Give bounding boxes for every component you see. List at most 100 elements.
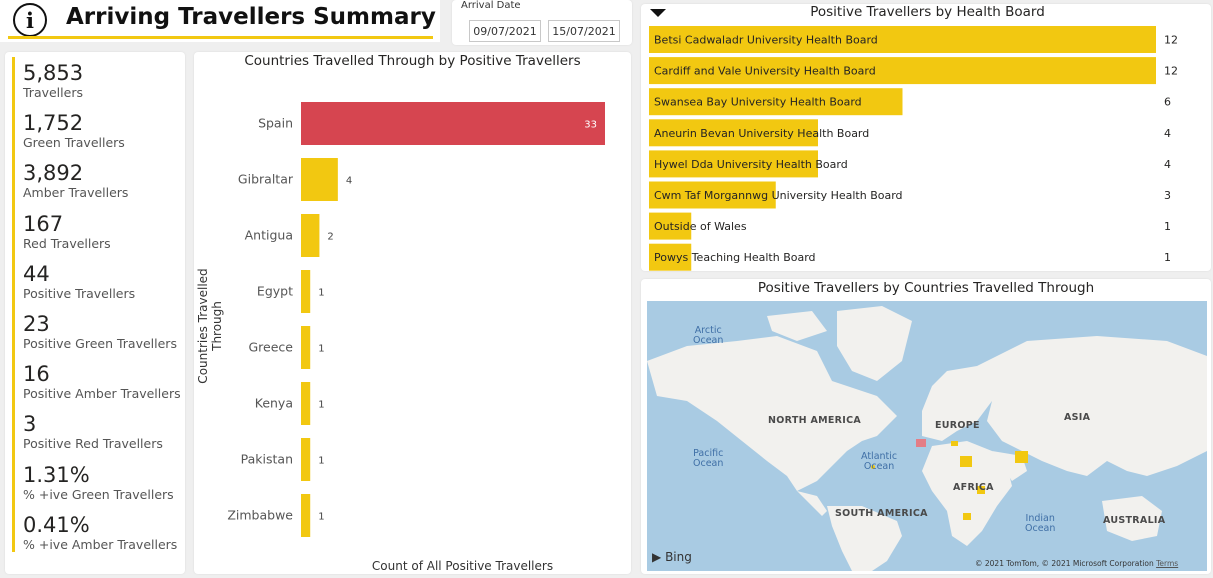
map-label-atlantic: Atlantic Ocean — [861, 451, 898, 472]
map-country-zimbabwe[interactable] — [963, 513, 971, 520]
health-board-chart-title: Positive Travellers by Health Board — [810, 4, 1045, 20]
country-bar[interactable] — [301, 102, 605, 145]
map-country-greece[interactable] — [951, 441, 958, 446]
country-data-label: 2 — [327, 232, 333, 243]
kpi-label: Positive Travellers — [23, 285, 136, 301]
header — [0, 0, 440, 42]
health-board-value: 1 — [1164, 251, 1171, 264]
country-data-label: 4 — [346, 176, 352, 187]
country-tick-label: Spain — [258, 116, 293, 131]
countries-bar-chart: Spain 33 Gibraltar 4 Antigua 2 Egypt 1 Greece 1 Ke… — [227, 102, 605, 537]
info-icon[interactable]: i — [13, 3, 47, 37]
kpi-value: 44 — [23, 261, 50, 286]
health-board-bar[interactable] — [649, 212, 692, 240]
kpi-value: 3 — [23, 412, 37, 437]
kpi-label: Positive Red Travellers — [23, 436, 163, 452]
kpi-value: 1,752 — [23, 111, 84, 136]
country-bar[interactable] — [301, 214, 320, 257]
kpi-item: 5,853 Travellers — [23, 61, 83, 100]
country-bar[interactable] — [301, 326, 311, 369]
kpi-value: 1.31% — [23, 462, 90, 487]
kpi-label: Positive Green Travellers — [23, 336, 177, 351]
kpi-item: 167 Red Travellers — [23, 212, 111, 251]
page-title: Arriving Travellers Summary — [66, 4, 436, 30]
health-board-bar[interactable] — [649, 88, 903, 116]
kpi-value: 167 — [23, 211, 64, 236]
health-board-value: 1 — [1164, 220, 1171, 233]
kpi-label: % +ive Green Travellers — [23, 486, 174, 502]
kpi-item: 3 Positive Red Travellers — [23, 412, 163, 451]
health-board-value: 12 — [1164, 65, 1178, 78]
health-board-label: Powys Teaching Health Board — [654, 251, 816, 264]
country-bar[interactable] — [301, 438, 311, 481]
map-country-kenya[interactable] — [977, 486, 985, 494]
bing-icon: ▶ — [652, 550, 662, 564]
country-data-label: 1 — [318, 344, 324, 355]
kpi-item: 44 Positive Travellers — [23, 262, 135, 301]
health-board-bar[interactable] — [649, 181, 776, 209]
country-tick-label: Greece — [249, 340, 294, 355]
kpi-item: 1.31%% +ive Green Travellers — [23, 463, 174, 502]
health-board-value: 3 — [1164, 189, 1171, 202]
health-board-value: 6 — [1164, 96, 1171, 109]
country-data-label: 1 — [318, 400, 324, 411]
health-board-bar[interactable] — [649, 150, 818, 178]
country-data-label: 1 — [318, 288, 324, 299]
attribution-text: © 2021 TomTom, © 2021 Microsoft Corporat… — [975, 559, 1154, 568]
kpi-label: % +ive Amber Travellers — [23, 536, 178, 552]
country-bar[interactable] — [301, 270, 311, 313]
country-tick-label: Kenya — [255, 396, 293, 411]
country-tick-label: Zimbabwe — [227, 508, 293, 523]
country-data-label: 1 — [318, 456, 324, 467]
map-country-pakistan[interactable] — [1015, 451, 1028, 463]
map-country-egypt[interactable] — [960, 456, 972, 467]
map-country-antigua[interactable] — [871, 465, 875, 469]
country-bar[interactable] — [301, 382, 311, 425]
kpi-label: Travellers — [23, 85, 83, 100]
kpi-item: 23 Positive Green Travellers — [23, 312, 177, 351]
map-land-shapes — [647, 306, 1207, 571]
health-board-bar[interactable] — [649, 26, 1156, 53]
country-tick-label: Antigua — [245, 228, 293, 243]
country-tick-label: Egypt — [257, 284, 293, 299]
kpi-value: 23 — [23, 312, 50, 336]
terms-link[interactable]: Terms — [1156, 559, 1179, 568]
kpi-value: 16 — [23, 362, 50, 387]
country-tick-label: Gibraltar — [238, 172, 294, 187]
countries-chart-title: Countries Travelled Through by Positive … — [244, 53, 581, 69]
country-bar[interactable] — [301, 494, 311, 537]
kpi-label: Positive Amber Travellers — [23, 386, 181, 402]
health-board-label: Cardiff and Vale University Health Board — [654, 65, 876, 78]
world-map[interactable]: Arctic Ocean NORTH AMERICA EUROPE ASIA Pa… — [647, 301, 1207, 571]
kpi-value: 3,892 — [23, 161, 84, 186]
health-board-bar[interactable] — [649, 119, 818, 147]
map-label-south-america: SOUTH AMERICA — [835, 508, 928, 519]
health-board-value: 12 — [1164, 34, 1178, 47]
country-tick-label: Pakistan — [241, 452, 293, 467]
start-date-input[interactable]: 09/07/2021 — [469, 20, 541, 42]
health-board-label: Aneurin Bevan University Health Board — [654, 127, 869, 140]
bing-logo: ▶ Bing — [652, 550, 692, 564]
drill-down-caret-icon[interactable] — [650, 9, 666, 17]
health-board-value: 4 — [1164, 127, 1171, 140]
country-data-label: 1 — [318, 512, 324, 523]
map-label-africa: AFRICA — [953, 482, 994, 493]
map-label-asia: ASIA — [1064, 412, 1091, 423]
kpi-label: Amber Travellers — [23, 185, 129, 201]
health-board-label: Outside of Wales — [654, 220, 747, 233]
map-label-pacific: Pacific Ocean — [693, 448, 724, 469]
health-board-label: Hywel Dda University Health Board — [654, 158, 848, 171]
kpi-item: 0.41%% +ive Amber Travellers — [23, 513, 177, 552]
health-board-bar[interactable] — [649, 57, 1156, 85]
map-country-spain[interactable] — [916, 439, 926, 447]
map-label-north-america: NORTH AMERICA — [768, 415, 862, 426]
map-label-arctic: Arctic Ocean — [693, 325, 724, 346]
kpi-label: Red Travellers — [23, 235, 111, 251]
map-title: Positive Travellers by Countries Travell… — [757, 280, 1095, 296]
health-board-bar[interactable] — [649, 243, 692, 271]
health-board-value: 4 — [1164, 158, 1171, 171]
map-label-indian: Indian Ocean — [1025, 513, 1056, 534]
end-date-input[interactable]: 15/07/2021 — [548, 20, 620, 42]
country-data-label: 33 — [584, 120, 597, 131]
country-bar[interactable] — [301, 158, 338, 201]
